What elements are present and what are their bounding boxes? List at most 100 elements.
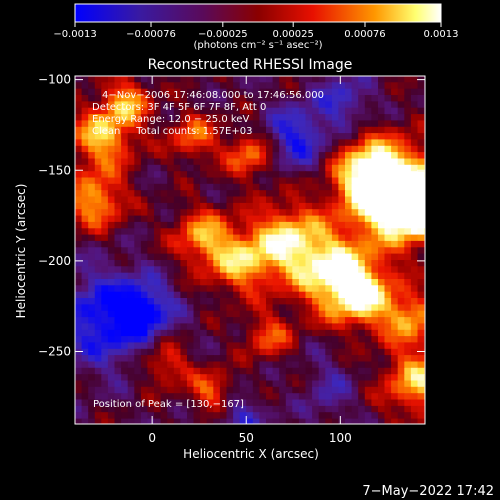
heatmap-cell	[345, 260, 353, 267]
heatmap-cell	[325, 285, 333, 293]
heatmap-cell	[266, 304, 274, 312]
heatmap-cell	[206, 266, 214, 274]
heatmap-cell	[404, 380, 412, 388]
heatmap-cell	[246, 114, 254, 121]
heatmap-cell	[331, 291, 340, 299]
heatmap-cell	[154, 367, 162, 375]
heatmap-cell	[94, 323, 102, 331]
heatmap-cell	[351, 279, 359, 286]
heatmap-cell	[431, 139, 438, 146]
heatmap-cell	[325, 234, 333, 242]
heatmap-cell	[233, 95, 241, 102]
heatmap-cell	[154, 355, 162, 362]
heatmap-cell	[193, 171, 201, 179]
heatmap-cell	[206, 291, 214, 299]
heatmap-cell	[167, 82, 175, 90]
heatmap-cell	[252, 412, 260, 420]
heatmap-cell	[331, 393, 340, 401]
heatmap-cell	[213, 291, 221, 299]
heatmap-cell	[75, 190, 83, 198]
heatmap-cell	[351, 95, 359, 102]
heatmap-cell	[154, 304, 162, 312]
heatmap-cell	[226, 120, 234, 128]
heatmap-cell	[292, 202, 300, 210]
heatmap-cell	[233, 342, 241, 350]
heatmap-cell	[239, 139, 247, 147]
heatmap-cell	[391, 393, 399, 401]
heatmap-cell	[246, 291, 254, 299]
heatmap-cell	[121, 107, 129, 115]
heatmap-cell	[378, 95, 386, 102]
heatmap-cell	[200, 342, 208, 350]
heatmap-cell	[233, 260, 241, 267]
heatmap-cell	[252, 285, 260, 293]
heatmap-cell	[219, 183, 228, 191]
heatmap-cell	[318, 183, 326, 191]
heatmap-cell	[94, 342, 102, 350]
heatmap-cell	[226, 171, 234, 179]
heatmap-cell	[239, 114, 247, 121]
heatmap-cell	[279, 374, 287, 382]
heatmap-cell	[345, 202, 353, 210]
heatmap-cell	[431, 374, 438, 381]
heatmap-cell	[88, 215, 96, 223]
heatmap-cell	[127, 412, 135, 420]
heatmap-cell	[94, 317, 102, 324]
heatmap-cell	[298, 310, 307, 318]
heatmap-cell	[404, 336, 412, 343]
heatmap-cell	[378, 114, 386, 121]
heatmap-cell	[410, 412, 419, 420]
heatmap-cell	[193, 367, 201, 375]
heatmap-cell	[75, 342, 83, 350]
heatmap-cell	[266, 317, 274, 324]
heatmap-cell	[121, 253, 129, 261]
heatmap-cell	[226, 374, 234, 382]
heatmap-cell	[325, 323, 333, 331]
heatmap-cell	[391, 202, 399, 210]
heatmap-cell	[101, 76, 109, 83]
heatmap-cell	[187, 107, 195, 115]
heatmap-cell	[279, 425, 286, 432]
heatmap-cell	[167, 412, 175, 420]
y-axis-label: Heliocentric Y (arcsec)	[14, 184, 28, 319]
heatmap-cell	[378, 209, 386, 217]
heatmap-cell	[200, 348, 208, 356]
heatmap-cell	[279, 196, 287, 204]
heatmap-cell	[226, 266, 234, 274]
heatmap-cell	[391, 374, 399, 382]
heatmap-cell	[75, 298, 83, 305]
heatmap-cell	[305, 266, 313, 274]
heatmap-cell	[160, 228, 168, 236]
heatmap-cell	[279, 145, 287, 153]
heatmap-cell	[173, 260, 181, 267]
heatmap-cell	[318, 88, 326, 96]
heatmap-cell	[239, 291, 247, 299]
heatmap-cell	[94, 279, 102, 286]
heatmap-cell	[187, 114, 195, 121]
heatmap-cell	[81, 183, 89, 191]
heatmap-cell	[272, 133, 280, 140]
heatmap-cell	[160, 266, 168, 274]
heatmap-cell	[107, 139, 116, 147]
heatmap-cell	[371, 323, 379, 331]
heatmap-cell	[252, 329, 260, 337]
heatmap-cell	[239, 393, 247, 401]
heatmap-cell	[384, 355, 392, 362]
heatmap-cell	[246, 374, 254, 382]
heatmap-cell	[246, 272, 254, 280]
heatmap-cell	[81, 158, 89, 166]
heatmap-cell	[272, 196, 280, 204]
heatmap-cell	[325, 164, 333, 172]
heatmap-cell	[173, 215, 181, 223]
heatmap-cell	[312, 171, 320, 179]
heatmap-cell	[81, 107, 89, 115]
heatmap-cell	[312, 164, 320, 172]
heatmap-cell	[101, 272, 109, 280]
heatmap-cell	[161, 425, 168, 432]
heatmap-cell	[160, 260, 168, 267]
heatmap-cell	[246, 133, 254, 140]
heatmap-cell	[431, 304, 438, 311]
heatmap-cell	[378, 145, 386, 153]
heatmap-cell	[410, 253, 419, 261]
heatmap-cell	[371, 310, 379, 318]
